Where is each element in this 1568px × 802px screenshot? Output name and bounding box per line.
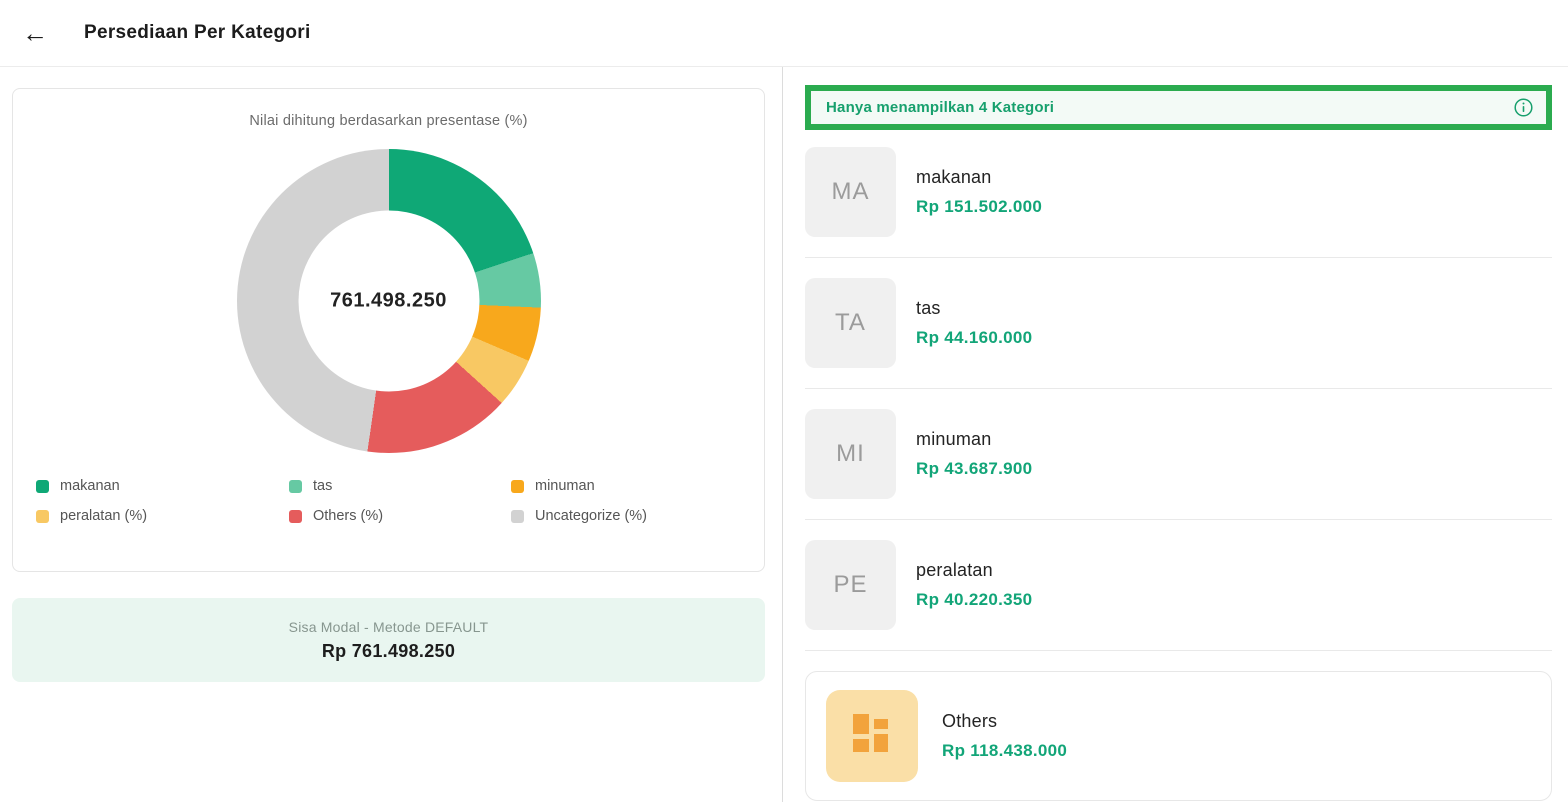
category-name: tas (916, 298, 941, 318)
category-texts: Others Rp 118.438.000 (942, 711, 1067, 761)
legend-item-uncategorize[interactable]: Uncategorize (%) (511, 508, 764, 524)
legend-swatch (511, 509, 524, 523)
category-name: makanan (916, 167, 992, 187)
legend-swatch (511, 479, 524, 493)
donut-center-value: 761.498.250 (330, 289, 447, 312)
category-texts: minuman Rp 43.687.900 (916, 429, 1032, 479)
list-divider (805, 519, 1552, 520)
category-row-makanan[interactable]: MA makanan Rp 151.502.000 (805, 147, 1552, 237)
category-name: Others (942, 711, 998, 731)
legend-item-tas[interactable]: tas (289, 478, 511, 494)
category-texts: peralatan Rp 40.220.350 (916, 560, 1032, 610)
legend-label: tas (313, 478, 333, 494)
legend-label: Uncategorize (%) (535, 508, 648, 524)
others-category-card[interactable]: Others Rp 118.438.000 (805, 671, 1552, 801)
chart-title: Nilai dihitung berdasarkan presentase (%… (249, 113, 528, 129)
category-texts: tas Rp 44.160.000 (916, 298, 1032, 348)
category-value: Rp 118.438.000 (942, 741, 1068, 760)
category-list: MA makanan Rp 151.502.000 TA tas Rp 44.1… (805, 147, 1552, 801)
capital-summary-box: Sisa Modal - Metode DEFAULT Rp 761.498.2… (12, 598, 765, 682)
donut-chart: 761.498.250 (236, 149, 541, 453)
chart-legend: makanan tas minuman peralatan (%) Others… (13, 478, 764, 524)
category-name: peralatan (916, 560, 993, 580)
category-value: Rp 40.220.350 (916, 590, 1033, 609)
legend-swatch (289, 479, 302, 493)
donut-hole: 761.498.250 (298, 210, 479, 392)
category-value: Rp 44.160.000 (916, 328, 1033, 347)
back-arrow-icon: ← (22, 18, 48, 48)
list-divider (805, 388, 1552, 389)
legend-item-minuman[interactable]: minuman (511, 478, 764, 494)
legend-label: minuman (535, 478, 595, 494)
category-initials-badge: MA (805, 147, 896, 237)
category-value: Rp 151.502.000 (916, 197, 1043, 216)
legend-item-makanan[interactable]: makanan (36, 478, 289, 494)
category-row-minuman[interactable]: MI minuman Rp 43.687.900 (805, 409, 1552, 499)
limit-banner: Hanya menampilkan 4 Kategori (805, 85, 1552, 130)
capital-summary-label: Sisa Modal - Metode DEFAULT (288, 618, 489, 635)
legend-item-others[interactable]: Others (%) (289, 508, 511, 524)
page-title: Persediaan Per Kategori (84, 22, 311, 43)
category-value: Rp 43.687.900 (916, 459, 1033, 478)
chart-pane: Nilai dihitung berdasarkan presentase (%… (0, 67, 783, 802)
capital-summary-value: Rp 761.498.250 (321, 640, 456, 661)
category-initials-badge: TA (805, 278, 896, 368)
others-avatar (826, 690, 918, 782)
category-name: minuman (916, 429, 992, 449)
list-divider (805, 650, 1552, 651)
category-pane: Hanya menampilkan 4 Kategori MA makanan … (783, 67, 1568, 802)
back-button[interactable]: ← (17, 15, 53, 51)
category-row-tas[interactable]: TA tas Rp 44.160.000 (805, 278, 1552, 368)
category-texts: makanan Rp 151.502.000 (916, 167, 1042, 217)
list-divider (805, 257, 1552, 258)
category-initials-badge: PE (805, 540, 896, 630)
legend-swatch (289, 509, 302, 523)
app-header: ← Persediaan Per Kategori (0, 0, 1568, 67)
legend-item-peralatan[interactable]: peralatan (%) (36, 508, 289, 524)
legend-label: Others (%) (313, 508, 384, 524)
info-icon[interactable] (1514, 98, 1533, 117)
legend-swatch (36, 509, 49, 523)
chart-card: Nilai dihitung berdasarkan presentase (%… (12, 88, 765, 572)
legend-label: makanan (60, 478, 120, 494)
category-row-peralatan[interactable]: PE peralatan Rp 40.220.350 (805, 540, 1552, 630)
legend-swatch (36, 479, 49, 493)
grid-icon (852, 713, 892, 759)
main-content: Nilai dihitung berdasarkan presentase (%… (0, 67, 1568, 802)
limit-banner-text: Hanya menampilkan 4 Kategori (826, 99, 1055, 116)
category-initials-badge: MI (805, 409, 896, 499)
legend-label: peralatan (%) (60, 508, 148, 524)
